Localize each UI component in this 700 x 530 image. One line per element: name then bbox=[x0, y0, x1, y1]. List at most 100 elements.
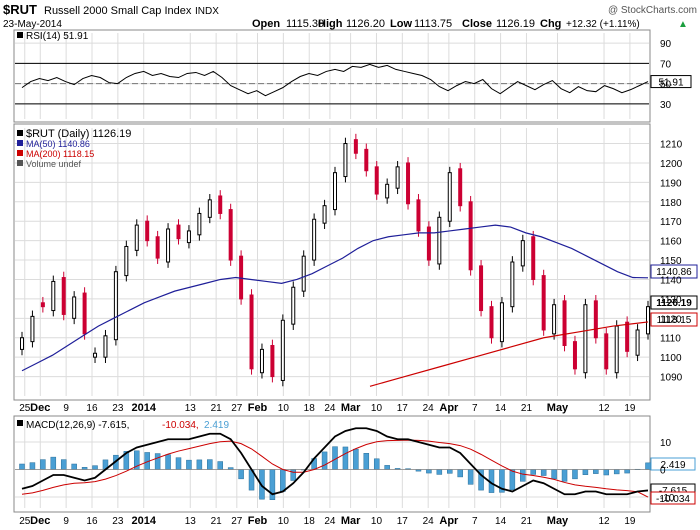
macd-histogram-bar bbox=[457, 469, 463, 478]
macd-histogram-bar bbox=[353, 448, 359, 470]
candle-body bbox=[270, 345, 275, 378]
candle-body bbox=[134, 224, 139, 251]
macd-histogram-bar bbox=[19, 463, 25, 470]
macd-histogram-bar bbox=[175, 457, 182, 470]
candle-body bbox=[604, 333, 609, 370]
high-value: 1126.20 bbox=[346, 18, 385, 30]
macd-histogram-bar bbox=[467, 469, 474, 485]
candle-body bbox=[458, 168, 463, 207]
macd-histogram-bar bbox=[207, 459, 213, 470]
price-tag bbox=[650, 264, 698, 279]
price-tick-label: 1110 bbox=[660, 334, 681, 345]
candle-body bbox=[489, 306, 494, 339]
x-tick-label: 19 bbox=[624, 516, 636, 527]
candle-body bbox=[437, 216, 442, 265]
candle-body bbox=[312, 218, 317, 261]
macd-histogram-bar bbox=[613, 469, 620, 475]
candle-body bbox=[646, 306, 650, 335]
open-label: Open bbox=[252, 18, 280, 30]
macd-histogram-bar bbox=[29, 462, 36, 470]
x-tick-label: 16 bbox=[86, 516, 98, 527]
macd-signal-line bbox=[21, 439, 649, 498]
legends: RSI(14) 51.91 $RUT (Daily) 1126.19MA(50) … bbox=[17, 31, 229, 431]
rsi-legend-swatch bbox=[17, 32, 23, 38]
candle-body bbox=[249, 294, 254, 370]
macd-histogram-bar bbox=[196, 459, 203, 470]
macd-last-value: 2.419 bbox=[660, 460, 685, 471]
macd-histogram-bar bbox=[342, 446, 349, 470]
chg-label: Chg bbox=[540, 18, 561, 30]
x-tick-label: Dec bbox=[30, 515, 50, 527]
rsi-line bbox=[21, 63, 649, 97]
price-legend-entry: $RUT (Daily) 1126.19 bbox=[26, 128, 131, 140]
x-tick-label: 21 bbox=[521, 516, 533, 527]
low-value: 1113.75 bbox=[414, 18, 452, 30]
x-tick-label: 23 bbox=[112, 403, 124, 414]
open-value: 1115.30 bbox=[286, 18, 324, 30]
x-tick-label: 12 bbox=[598, 403, 610, 414]
x-tick-label: 2014 bbox=[131, 515, 156, 527]
macd-histogram-bar bbox=[582, 469, 589, 475]
x-tick-label: 21 bbox=[521, 403, 533, 414]
x-tick-label: 7 bbox=[472, 516, 478, 527]
candle-body bbox=[30, 315, 35, 343]
price-tag-value: 1140.86 bbox=[656, 267, 692, 278]
macd-plot: 2.419-7.615-10.034 bbox=[15, 427, 696, 505]
candle-body bbox=[20, 337, 24, 350]
x-tick-label: 13 bbox=[185, 516, 197, 527]
price-tag bbox=[650, 312, 698, 327]
price-legend-swatch bbox=[17, 150, 23, 156]
macd-histogram-bar bbox=[561, 469, 568, 482]
rsi-panel bbox=[13, 29, 651, 123]
x-tick-label: 10 bbox=[278, 516, 290, 527]
rsi-last-tag bbox=[650, 75, 692, 89]
macd-legend-entry: -10.034, bbox=[162, 420, 199, 431]
x-tick-label: Dec bbox=[30, 402, 50, 414]
candle-body bbox=[51, 280, 56, 312]
candle-body bbox=[510, 261, 515, 308]
macd-histogram-bar bbox=[280, 469, 286, 492]
macd-histogram-bar bbox=[290, 469, 297, 481]
macd-tick-label: 0 bbox=[660, 466, 666, 477]
candle-body bbox=[218, 195, 223, 214]
x-tick-label: 25 bbox=[19, 403, 31, 414]
copyright-text: @ StockCharts.com bbox=[608, 5, 697, 16]
candle-body bbox=[301, 255, 306, 292]
price-legend-swatch bbox=[17, 140, 23, 146]
candle-body bbox=[468, 201, 473, 271]
candle-body bbox=[291, 286, 296, 325]
x-tick-label: 17 bbox=[397, 403, 409, 414]
macd-histogram-bar bbox=[186, 459, 192, 470]
candle-body bbox=[322, 205, 327, 224]
price-tick-label: 1100 bbox=[660, 353, 682, 364]
macd-histogram-bar bbox=[426, 469, 432, 474]
macd-histogram-bar bbox=[60, 459, 67, 470]
x-tick-label: 23 bbox=[112, 516, 124, 527]
x-tick-label: 14 bbox=[495, 516, 507, 527]
macd-histogram-bar bbox=[624, 469, 630, 474]
macd-legend-entry: 2.419 bbox=[204, 420, 229, 431]
candle-body bbox=[499, 302, 504, 343]
candle-body bbox=[353, 139, 358, 154]
ma50-line bbox=[21, 224, 649, 372]
candle-body bbox=[416, 199, 421, 232]
ma200-line bbox=[369, 321, 649, 387]
chg-value: +12.32 (+1.11%) bbox=[566, 19, 640, 30]
macd-histogram-bar bbox=[50, 456, 57, 470]
candle-body bbox=[197, 212, 202, 236]
candle-body bbox=[82, 292, 87, 335]
candle-body bbox=[520, 240, 525, 267]
macd-histogram-bar bbox=[217, 461, 223, 470]
macd-legend-swatch bbox=[17, 420, 23, 426]
macd-histogram-bar bbox=[551, 469, 557, 480]
candle-body bbox=[93, 352, 98, 358]
x-tick-label: Apr bbox=[439, 402, 459, 414]
price-tick-label: 1130 bbox=[660, 295, 682, 306]
price-tick-label: 1140 bbox=[660, 275, 682, 286]
x-tick-label: 24 bbox=[423, 403, 435, 414]
rsi-tick-label: 50 bbox=[660, 80, 672, 91]
candle-body bbox=[364, 148, 369, 172]
candle-body bbox=[426, 226, 431, 261]
price-tick-label: 1120 bbox=[660, 314, 682, 325]
